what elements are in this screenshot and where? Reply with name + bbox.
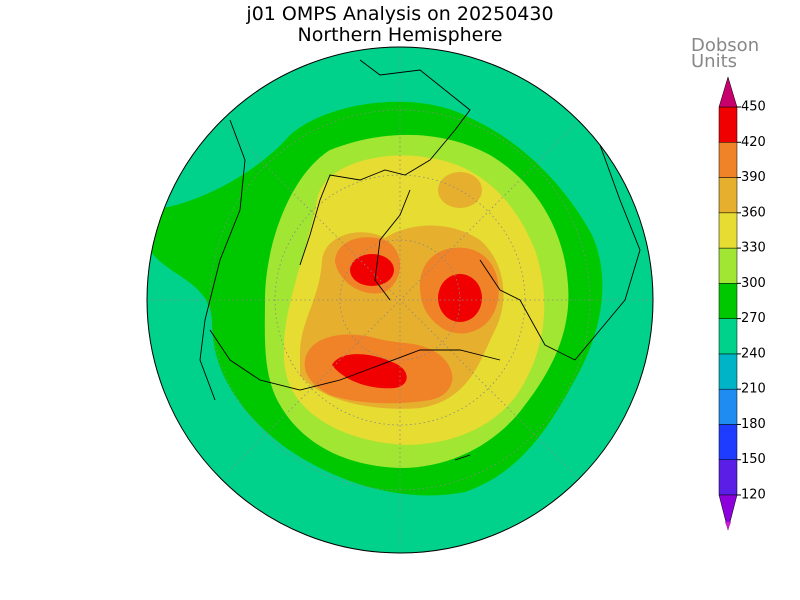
colorbar-tick-label: 120 bbox=[741, 488, 766, 503]
colorbar-segment bbox=[718, 388, 738, 425]
colorbar-tick-label: 450 bbox=[741, 100, 766, 115]
ozone-field bbox=[147, 47, 653, 553]
colorbar-segment bbox=[718, 318, 738, 355]
colorbar-tick-label: 180 bbox=[741, 417, 766, 432]
map-boundary bbox=[146, 46, 654, 554]
colorbar-tick-label: 270 bbox=[741, 311, 766, 326]
colorbar-segment bbox=[718, 459, 738, 496]
colorbar-segment bbox=[718, 283, 738, 319]
subtitle: Northern Hemisphere bbox=[298, 24, 503, 46]
colorbar-below bbox=[718, 494, 738, 531]
colorbar: 120 150 180 210 240 270 300 330 360 390 420 450 bbox=[718, 76, 766, 531]
colorbar-segment bbox=[718, 177, 738, 214]
colorbar-tick-label: 300 bbox=[741, 276, 766, 291]
colorbar-segment bbox=[718, 247, 738, 284]
title: j01 OMPS Analysis on 20250430 bbox=[245, 3, 553, 25]
colorbar-tick-label: 240 bbox=[741, 346, 766, 361]
colorbar-tick-label: 330 bbox=[741, 241, 766, 256]
colorbar-segment bbox=[718, 106, 738, 143]
colorbar-tick-label: 150 bbox=[741, 452, 766, 467]
colorbar-segment bbox=[718, 353, 738, 390]
colorbar-tick-label: 390 bbox=[741, 170, 766, 185]
colorbar-segment bbox=[718, 424, 738, 460]
colorbar-label: Dobson bbox=[691, 35, 759, 56]
colorbar-above bbox=[718, 76, 738, 108]
colorbar-tick-label: 420 bbox=[741, 135, 766, 150]
colorbar-tip-below bbox=[725, 522, 731, 530]
colorbar-tick-label: 210 bbox=[741, 382, 766, 397]
colorbar-tick-label: 360 bbox=[741, 205, 766, 220]
colorbar-segment bbox=[718, 142, 738, 178]
colorbar-label: Units bbox=[691, 51, 737, 72]
colorbar-segment bbox=[718, 212, 738, 249]
